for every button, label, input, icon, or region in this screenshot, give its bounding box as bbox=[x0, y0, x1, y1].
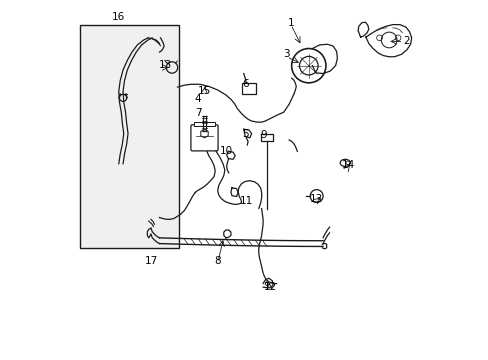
Text: 13: 13 bbox=[159, 60, 172, 70]
Text: 16: 16 bbox=[112, 13, 125, 22]
Bar bbox=[242, 83, 255, 94]
Text: 3: 3 bbox=[283, 49, 289, 59]
Text: 14: 14 bbox=[341, 160, 354, 170]
Text: 8: 8 bbox=[214, 256, 221, 266]
Text: 13: 13 bbox=[309, 194, 322, 203]
Text: 1: 1 bbox=[287, 18, 294, 28]
Text: 11: 11 bbox=[239, 197, 252, 206]
Bar bbox=[80, 24, 179, 248]
Text: 2: 2 bbox=[403, 36, 409, 46]
Text: 15: 15 bbox=[198, 86, 211, 96]
Text: 9: 9 bbox=[260, 130, 267, 140]
Text: 17: 17 bbox=[145, 256, 158, 266]
FancyBboxPatch shape bbox=[190, 125, 218, 151]
Text: 10: 10 bbox=[219, 147, 232, 157]
Text: 12: 12 bbox=[263, 282, 276, 292]
Text: 4: 4 bbox=[194, 94, 201, 104]
Bar bbox=[194, 122, 214, 126]
Text: 5: 5 bbox=[242, 129, 248, 139]
Text: 7: 7 bbox=[194, 108, 201, 118]
Text: 6: 6 bbox=[242, 79, 248, 89]
